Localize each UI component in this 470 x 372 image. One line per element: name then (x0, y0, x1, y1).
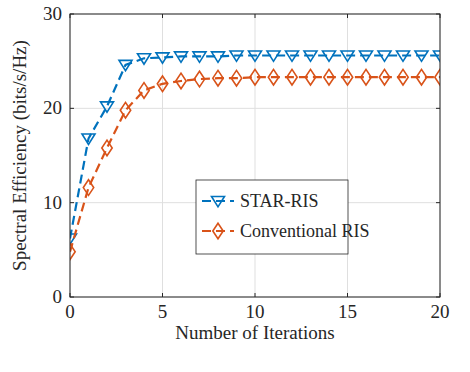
data-point (102, 140, 112, 156)
legend-label: Conventional RIS (240, 221, 370, 241)
y-tick (436, 108, 440, 109)
x-tick-label: 5 (158, 301, 168, 322)
data-point (304, 51, 317, 61)
x-tick-label: 15 (338, 301, 357, 322)
data-point (213, 70, 223, 86)
data-point (416, 69, 426, 85)
chart-container: 0 5 10 15 20 0 10 20 30 Number of Iterations Spect… (0, 0, 470, 372)
x-tick-label: 10 (246, 301, 265, 322)
data-point (194, 71, 204, 87)
series-line (70, 77, 440, 252)
data-point (157, 76, 167, 92)
data-point (120, 102, 130, 118)
data-point (101, 102, 114, 112)
data-point (398, 69, 408, 85)
data-point (323, 51, 336, 61)
x-tick (347, 14, 348, 18)
data-point (342, 69, 352, 85)
data-point (83, 180, 93, 196)
x-tick (347, 293, 348, 297)
legend-marker (212, 196, 225, 206)
data-point (82, 134, 95, 144)
data-point (361, 69, 371, 85)
legend-swatch (202, 230, 234, 232)
plot-background (70, 14, 440, 297)
x-tick (255, 293, 256, 297)
grid-line (70, 108, 440, 109)
y-tick-label: 30 (43, 3, 62, 24)
x-tick (162, 293, 163, 297)
data-point (415, 51, 428, 61)
data-point (193, 52, 206, 62)
x-tick-label: 20 (431, 301, 450, 322)
data-point (70, 244, 75, 260)
data-point (287, 69, 297, 85)
data-point (435, 69, 440, 85)
data-point (341, 51, 354, 61)
grid-line (162, 14, 163, 297)
y-axis-label: Spectral Efficiency (bits/s/Hz) (9, 40, 31, 271)
y-tick (70, 202, 74, 203)
data-point (379, 69, 389, 85)
data-point (378, 51, 391, 61)
y-tick-label: 0 (53, 286, 63, 307)
data-point (324, 69, 334, 85)
data-point (212, 52, 225, 62)
x-tick (255, 14, 256, 18)
data-point (397, 51, 410, 61)
data-point (305, 69, 315, 85)
data-point (249, 51, 262, 61)
data-point (267, 51, 280, 61)
data-point (360, 51, 373, 61)
data-point (230, 51, 243, 61)
data-point (176, 73, 186, 89)
data-point (231, 70, 241, 86)
data-point (175, 52, 188, 62)
legend-swatch (202, 200, 234, 202)
data-point (156, 53, 169, 63)
chart-svg: 0 5 10 15 20 0 10 20 30 Number of Iterations Spect… (0, 0, 470, 372)
data-point (139, 83, 149, 99)
plot-frame (70, 14, 440, 297)
legend-box (196, 180, 348, 254)
data-point (286, 51, 299, 61)
legend-label: STAR-RIS (240, 191, 319, 211)
series-group (70, 51, 440, 260)
y-tick (70, 108, 74, 109)
x-tick (162, 14, 163, 18)
data-point (434, 51, 441, 61)
y-tick-label: 10 (43, 192, 62, 213)
y-tick-label: 20 (43, 97, 62, 118)
data-point (138, 54, 151, 64)
y-tick (436, 202, 440, 203)
x-tick-label: 0 (65, 301, 75, 322)
legend-marker (213, 223, 223, 239)
data-point (250, 69, 260, 85)
x-axis-label: Number of Iterations (175, 322, 334, 343)
data-point (119, 60, 132, 70)
legend: STAR-RIS Conventional RIS (196, 180, 370, 254)
data-point (268, 69, 278, 85)
